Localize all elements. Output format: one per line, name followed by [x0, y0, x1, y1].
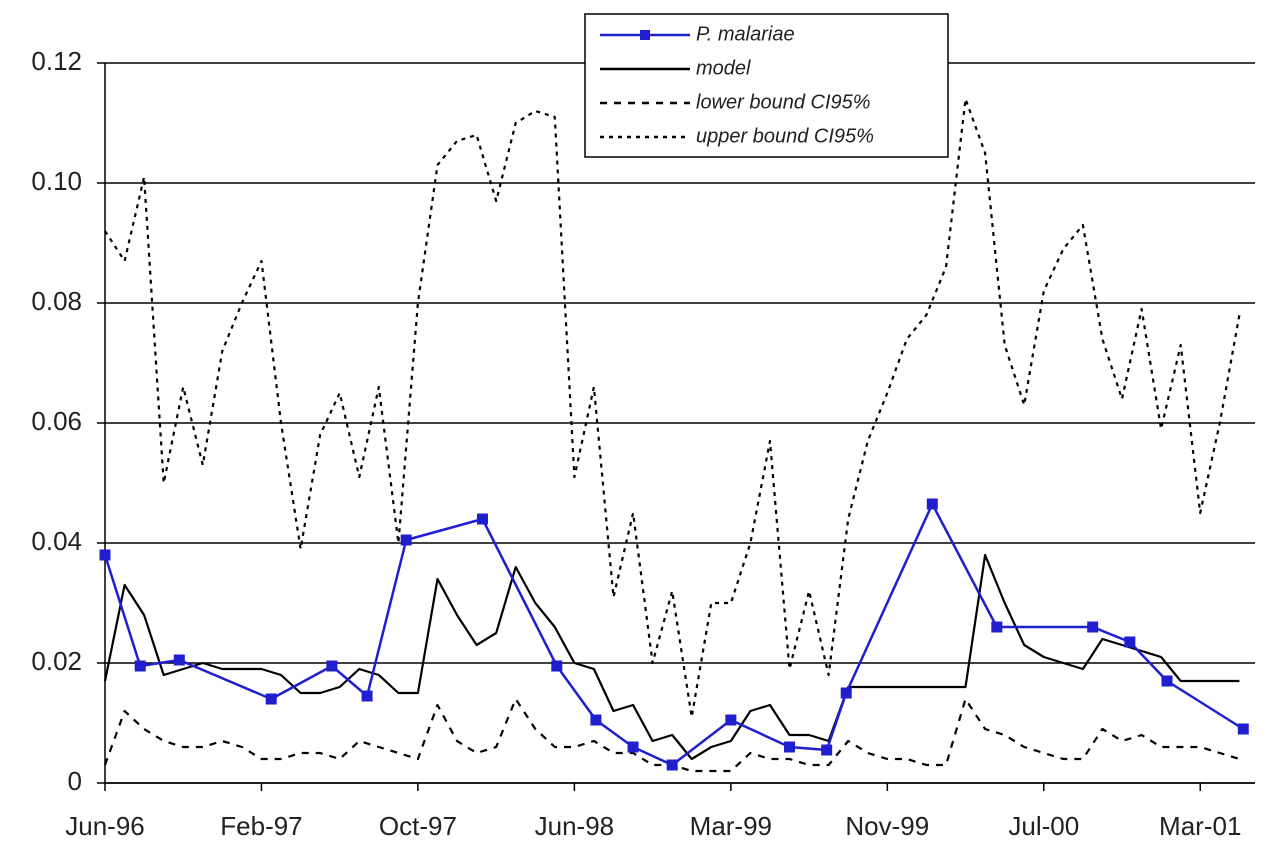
marker [134, 660, 146, 672]
marker [361, 690, 373, 702]
x-tick-label: Mar-01 [1159, 811, 1241, 841]
x-tick-label: Oct-97 [379, 811, 457, 841]
marker [173, 654, 185, 666]
legend-marker [640, 30, 650, 40]
y-tick-label: 0.08 [31, 286, 82, 316]
x-tick-label: Feb-97 [220, 811, 302, 841]
marker [99, 549, 111, 561]
legend-box [584, 13, 949, 158]
legend-label: model [696, 57, 751, 79]
marker [840, 687, 852, 699]
marker [265, 693, 277, 705]
y-tick-label: 0.10 [31, 166, 82, 196]
x-tick-label: Jun-96 [65, 811, 145, 841]
marker [725, 714, 737, 726]
marker [1237, 723, 1249, 735]
x-tick-label: Jun-98 [535, 811, 615, 841]
marker [627, 741, 639, 753]
series-line [103, 553, 1240, 761]
legend: P. malariae model lower bound CI95% upper b… [584, 13, 949, 158]
y-tick-label: 0.02 [31, 646, 82, 676]
marker [1087, 621, 1099, 633]
marker [326, 660, 338, 672]
series-line [103, 502, 1244, 767]
marker [991, 621, 1003, 633]
x-tick-label: Jul-00 [1008, 811, 1079, 841]
y-tick-label: 0.06 [31, 406, 82, 436]
marker [1161, 675, 1173, 687]
marker [590, 714, 602, 726]
x-tick-label: Nov-99 [845, 811, 929, 841]
y-tick-label: 0 [68, 766, 82, 796]
x-tick-label: Mar-99 [690, 811, 772, 841]
legend-label: upper bound CI95% [696, 125, 874, 147]
y-tick-label: 0.12 [31, 46, 82, 76]
marker [926, 498, 938, 510]
marker [784, 741, 796, 753]
marker [666, 759, 678, 771]
marker [476, 513, 488, 525]
marker [551, 660, 563, 672]
marker [821, 744, 833, 756]
marker [1124, 636, 1136, 648]
series-line [104, 97, 1241, 719]
legend-label: lower bound CI95% [696, 91, 871, 113]
y-tick-label: 0.04 [31, 526, 82, 556]
marker [400, 534, 412, 546]
legend-label: P. malariae [696, 23, 795, 45]
